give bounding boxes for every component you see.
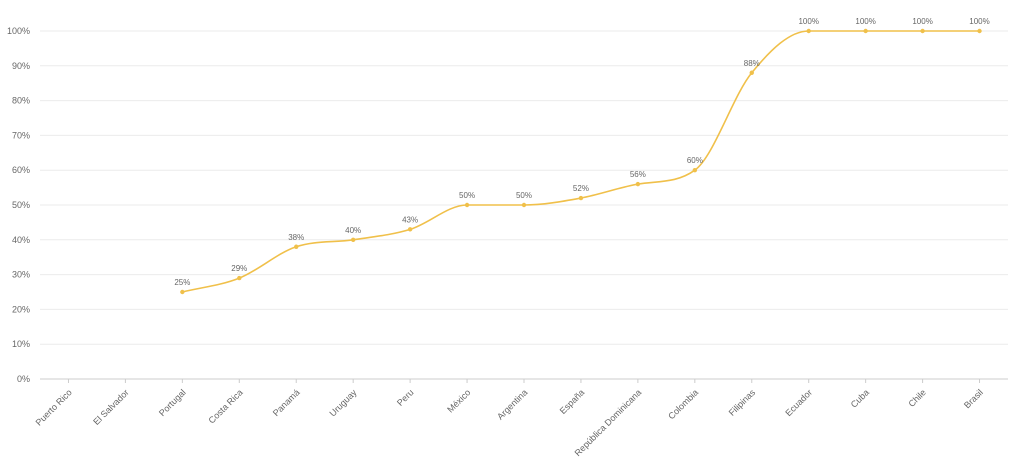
data-label: 50%	[516, 191, 532, 200]
y-tick-label: 60%	[12, 165, 30, 175]
y-tick-label: 90%	[12, 61, 30, 71]
y-axis: 0% 10% 20% 30% 40% 50% 60% 70% 80% 90% 100%	[7, 26, 30, 384]
data-point	[407, 227, 413, 232]
data-point	[863, 28, 868, 34]
y-tick-label: 100%	[7, 26, 30, 36]
data-label: 100%	[912, 17, 932, 26]
x-tick-label: Puerto Rico	[34, 387, 74, 427]
x-tick-label: España	[558, 387, 587, 416]
x-tick-label: Portugal	[157, 387, 188, 418]
data-labels: 25% 29% 38% 40% 43% 50% 50% 52% 56% 60% 88% 100% 100…	[174, 17, 989, 287]
data-point	[977, 28, 982, 34]
data-point	[237, 275, 242, 281]
data-point	[749, 70, 754, 75]
x-tick-label: Colombia	[666, 387, 700, 421]
series-line	[182, 30, 980, 293]
x-tick-label: Uruguay	[327, 387, 358, 418]
data-point	[521, 202, 527, 208]
x-tick-label: Costa Rica	[207, 387, 245, 425]
data-point	[180, 289, 185, 295]
data-point	[350, 237, 356, 242]
data-point	[692, 168, 698, 173]
data-label: 50%	[459, 191, 475, 200]
x-tick-label: Chile	[906, 387, 928, 409]
data-label: 100%	[969, 17, 989, 26]
x-tick-label: Brasil	[962, 387, 985, 410]
x-tick-label: Peru	[395, 387, 416, 408]
x-tick-label: Argentina	[495, 387, 529, 421]
data-label: 56%	[630, 170, 646, 179]
x-axis: Puerto Rico El Salvador Portugal Costa Rica…	[34, 379, 985, 458]
data-label: 29%	[231, 264, 247, 273]
y-tick-label: 40%	[12, 235, 30, 245]
data-point	[806, 28, 811, 34]
data-label: 100%	[855, 17, 875, 26]
x-tick-label: Cuba	[849, 387, 871, 409]
data-label: 43%	[402, 215, 418, 224]
y-tick-label: 20%	[12, 304, 30, 314]
data-point	[294, 244, 299, 249]
data-label: 25%	[174, 278, 190, 287]
data-label: 52%	[573, 184, 589, 193]
x-tick-label: Panamá	[271, 387, 302, 418]
x-tick-label: República Dominicana	[573, 387, 644, 458]
x-tick-label: México	[445, 387, 472, 414]
data-point	[578, 195, 584, 201]
y-tick-label: 10%	[12, 339, 30, 349]
y-tick-label: 0%	[17, 374, 30, 384]
x-tick-label: El Salvador	[91, 387, 131, 427]
x-tick-label: Filipinas	[727, 387, 758, 418]
data-label: 38%	[288, 233, 304, 242]
y-tick-label: 30%	[12, 270, 30, 280]
data-label: 40%	[345, 226, 361, 235]
data-label: 100%	[798, 17, 818, 26]
data-point	[920, 28, 925, 34]
y-tick-label: 50%	[12, 200, 30, 210]
data-point	[635, 181, 641, 187]
y-tick-label: 80%	[12, 96, 30, 106]
data-label: 88%	[744, 59, 760, 68]
data-label: 60%	[687, 156, 703, 165]
y-tick-label: 70%	[12, 130, 30, 140]
x-tick-label: Ecuador	[783, 387, 814, 418]
series-path	[182, 30, 980, 293]
data-points	[180, 28, 982, 295]
data-point	[464, 202, 470, 208]
